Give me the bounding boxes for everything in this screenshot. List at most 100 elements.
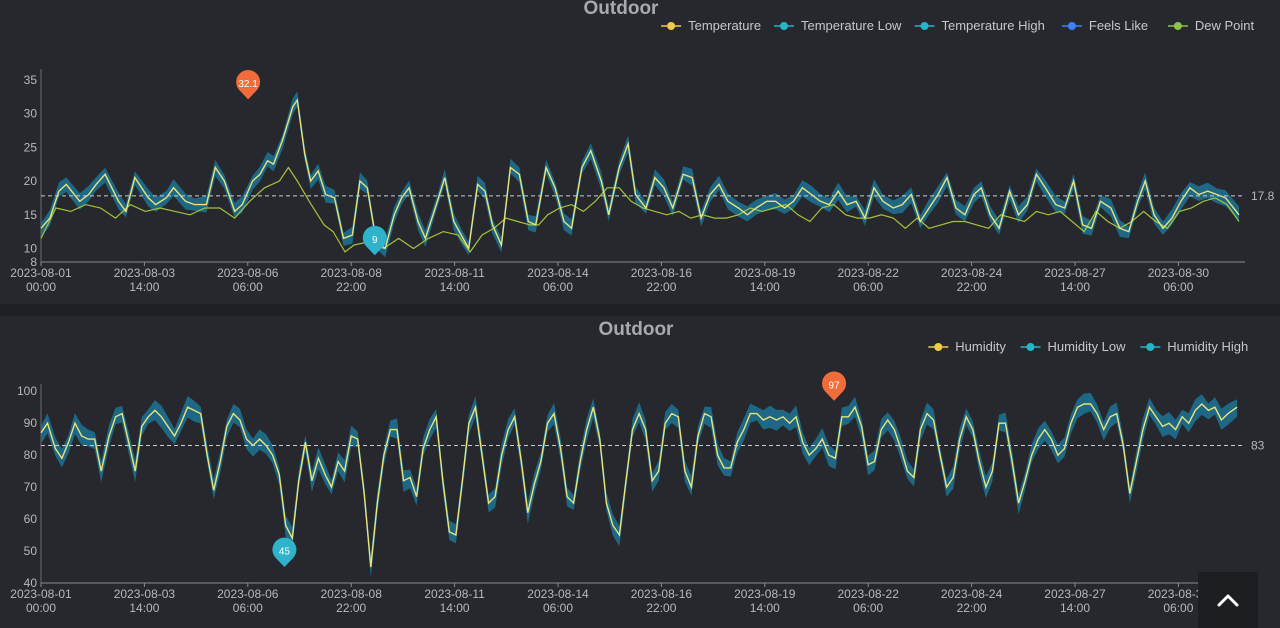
dew-point-series-line [40,166,1240,253]
legend-label: Temperature [688,18,761,33]
y-tick-label: 25 [24,140,38,154]
temperature-chart: Outdoor Dew Point Feels Like Temperature Hi… [10,0,1275,294]
y-tick-label: 8 [30,255,37,269]
x-tick-time: 22:00 [646,601,676,615]
x-tick-time: 14:00 [750,601,780,615]
panel-divider [0,304,1280,316]
chevron-up-icon [1217,594,1239,607]
legend-item[interactable]: Temperature Low [774,18,902,33]
legend-marker [1173,22,1182,30]
main-series-line [40,98,1240,251]
temperature-chart-panel: Outdoor Dew Point Feels Like Temperature Hi… [0,0,1280,304]
y-tick-label: 60 [24,512,38,526]
max-value-pin[interactable]: 97 [822,371,847,401]
x-tick-time: 00:00 [26,601,56,615]
pin-marker-shape [236,69,261,100]
average-mark-label: 17.8 [1251,189,1275,203]
x-tick-time: 06:00 [233,280,263,294]
y-tick-label: 40 [24,576,38,590]
legend-label: Temperature High [942,18,1045,33]
x-tick-date: 2023-08-14 [527,266,589,280]
x-tick-time: 22:00 [957,601,987,615]
legend-marker [1146,343,1155,351]
y-tick-label: 10 [24,242,38,256]
pin-label: 97 [829,380,841,391]
humidity-chart-panel: Outdoor Humidity High Humidity Low Humidity… [0,316,1280,628]
x-tick-date: 2023-08-01 [10,587,72,601]
x-tick-time: 22:00 [336,601,366,615]
y-tick-label: 70 [24,480,38,494]
x-tick-date: 2023-08-30 [1148,266,1210,280]
legend-label: Humidity Low [1048,339,1127,354]
main-series-line [40,403,1238,568]
legend-item[interactable]: Humidity High [1140,339,1248,354]
x-tick-time: 14:00 [129,601,159,615]
legend-marker [780,22,788,30]
y-tick-label: 80 [24,448,38,462]
x-tick-date: 2023-08-06 [217,587,279,601]
legend-item[interactable]: Humidity Low [1020,339,1127,354]
x-tick-time: 14:00 [440,280,470,294]
x-tick-date: 2023-08-01 [10,266,72,280]
x-tick-time: 06:00 [543,280,573,294]
x-tick-time: 14:00 [1060,601,1090,615]
x-tick-date: 2023-08-24 [941,266,1003,280]
pin-label: 45 [279,547,291,558]
pin-marker-shape [272,537,297,568]
legend-marker [920,22,929,30]
x-tick-date: 2023-08-27 [1044,266,1106,280]
x-tick-date: 2023-08-03 [114,266,176,280]
legend-label: Humidity [955,339,1006,354]
x-tick-time: 14:00 [129,280,159,294]
x-tick-date: 2023-08-08 [321,266,383,280]
y-tick-label: 35 [24,73,38,87]
x-tick-date: 2023-08-08 [321,587,383,601]
x-tick-date: 2023-08-22 [838,266,900,280]
x-tick-time: 06:00 [1163,601,1193,615]
y-tick-label: 50 [24,544,38,558]
legend-label: Dew Point [1195,18,1255,33]
y-tick-label: 30 [24,107,38,121]
x-tick-time: 06:00 [543,601,573,615]
max-value-pin[interactable]: 32.1 [236,69,261,100]
x-tick-date: 2023-08-06 [217,266,279,280]
y-tick-label: 90 [24,416,38,430]
x-tick-date: 2023-08-27 [1044,587,1106,601]
legend-item[interactable]: Temperature [661,18,761,33]
average-mark-label: 83 [1251,439,1265,453]
legend-item[interactable]: Feels Like [1061,18,1148,33]
legend-item[interactable]: Temperature High [914,18,1045,33]
pin-label: 9 [372,235,378,246]
legend-label: Temperature Low [801,18,902,33]
x-tick-date: 2023-08-16 [631,266,693,280]
pin-marker-shape [822,371,847,401]
low-high-band [41,91,1239,258]
x-tick-time: 22:00 [957,280,987,294]
x-tick-time: 06:00 [1163,280,1193,294]
scroll-to-top-button[interactable] [1198,572,1258,628]
min-value-pin[interactable]: 45 [272,537,297,568]
min-value-pin[interactable]: 9 [362,225,387,256]
chart-title: Outdoor [599,319,675,340]
legend-marker [1026,343,1035,351]
x-tick-date: 2023-08-24 [941,587,1003,601]
legend-label: Humidity High [1167,339,1248,354]
chart-title: Outdoor [584,0,660,19]
x-tick-date: 2023-08-16 [631,587,693,601]
x-tick-time: 22:00 [646,280,676,294]
low-high-band [41,392,1238,578]
x-tick-date: 2023-08-30 [1148,587,1210,601]
legend-item[interactable]: Humidity [928,339,1006,354]
x-tick-date: 2023-08-19 [734,266,796,280]
humidity-chart: Outdoor Humidity High Humidity Low Humidity… [10,319,1265,615]
x-tick-time: 00:00 [26,280,56,294]
y-tick-label: 20 [24,174,38,188]
x-tick-date: 2023-08-11 [424,587,485,601]
chart-legend: Dew Point Feels Like Temperature High Tempe… [661,18,1255,33]
y-tick-label: 100 [17,384,37,398]
legend-item[interactable]: Dew Point [1167,18,1255,33]
x-tick-time: 14:00 [440,601,470,615]
legend-label: Feels Like [1089,18,1148,33]
legend-marker [1067,22,1076,30]
x-tick-time: 06:00 [853,280,883,294]
